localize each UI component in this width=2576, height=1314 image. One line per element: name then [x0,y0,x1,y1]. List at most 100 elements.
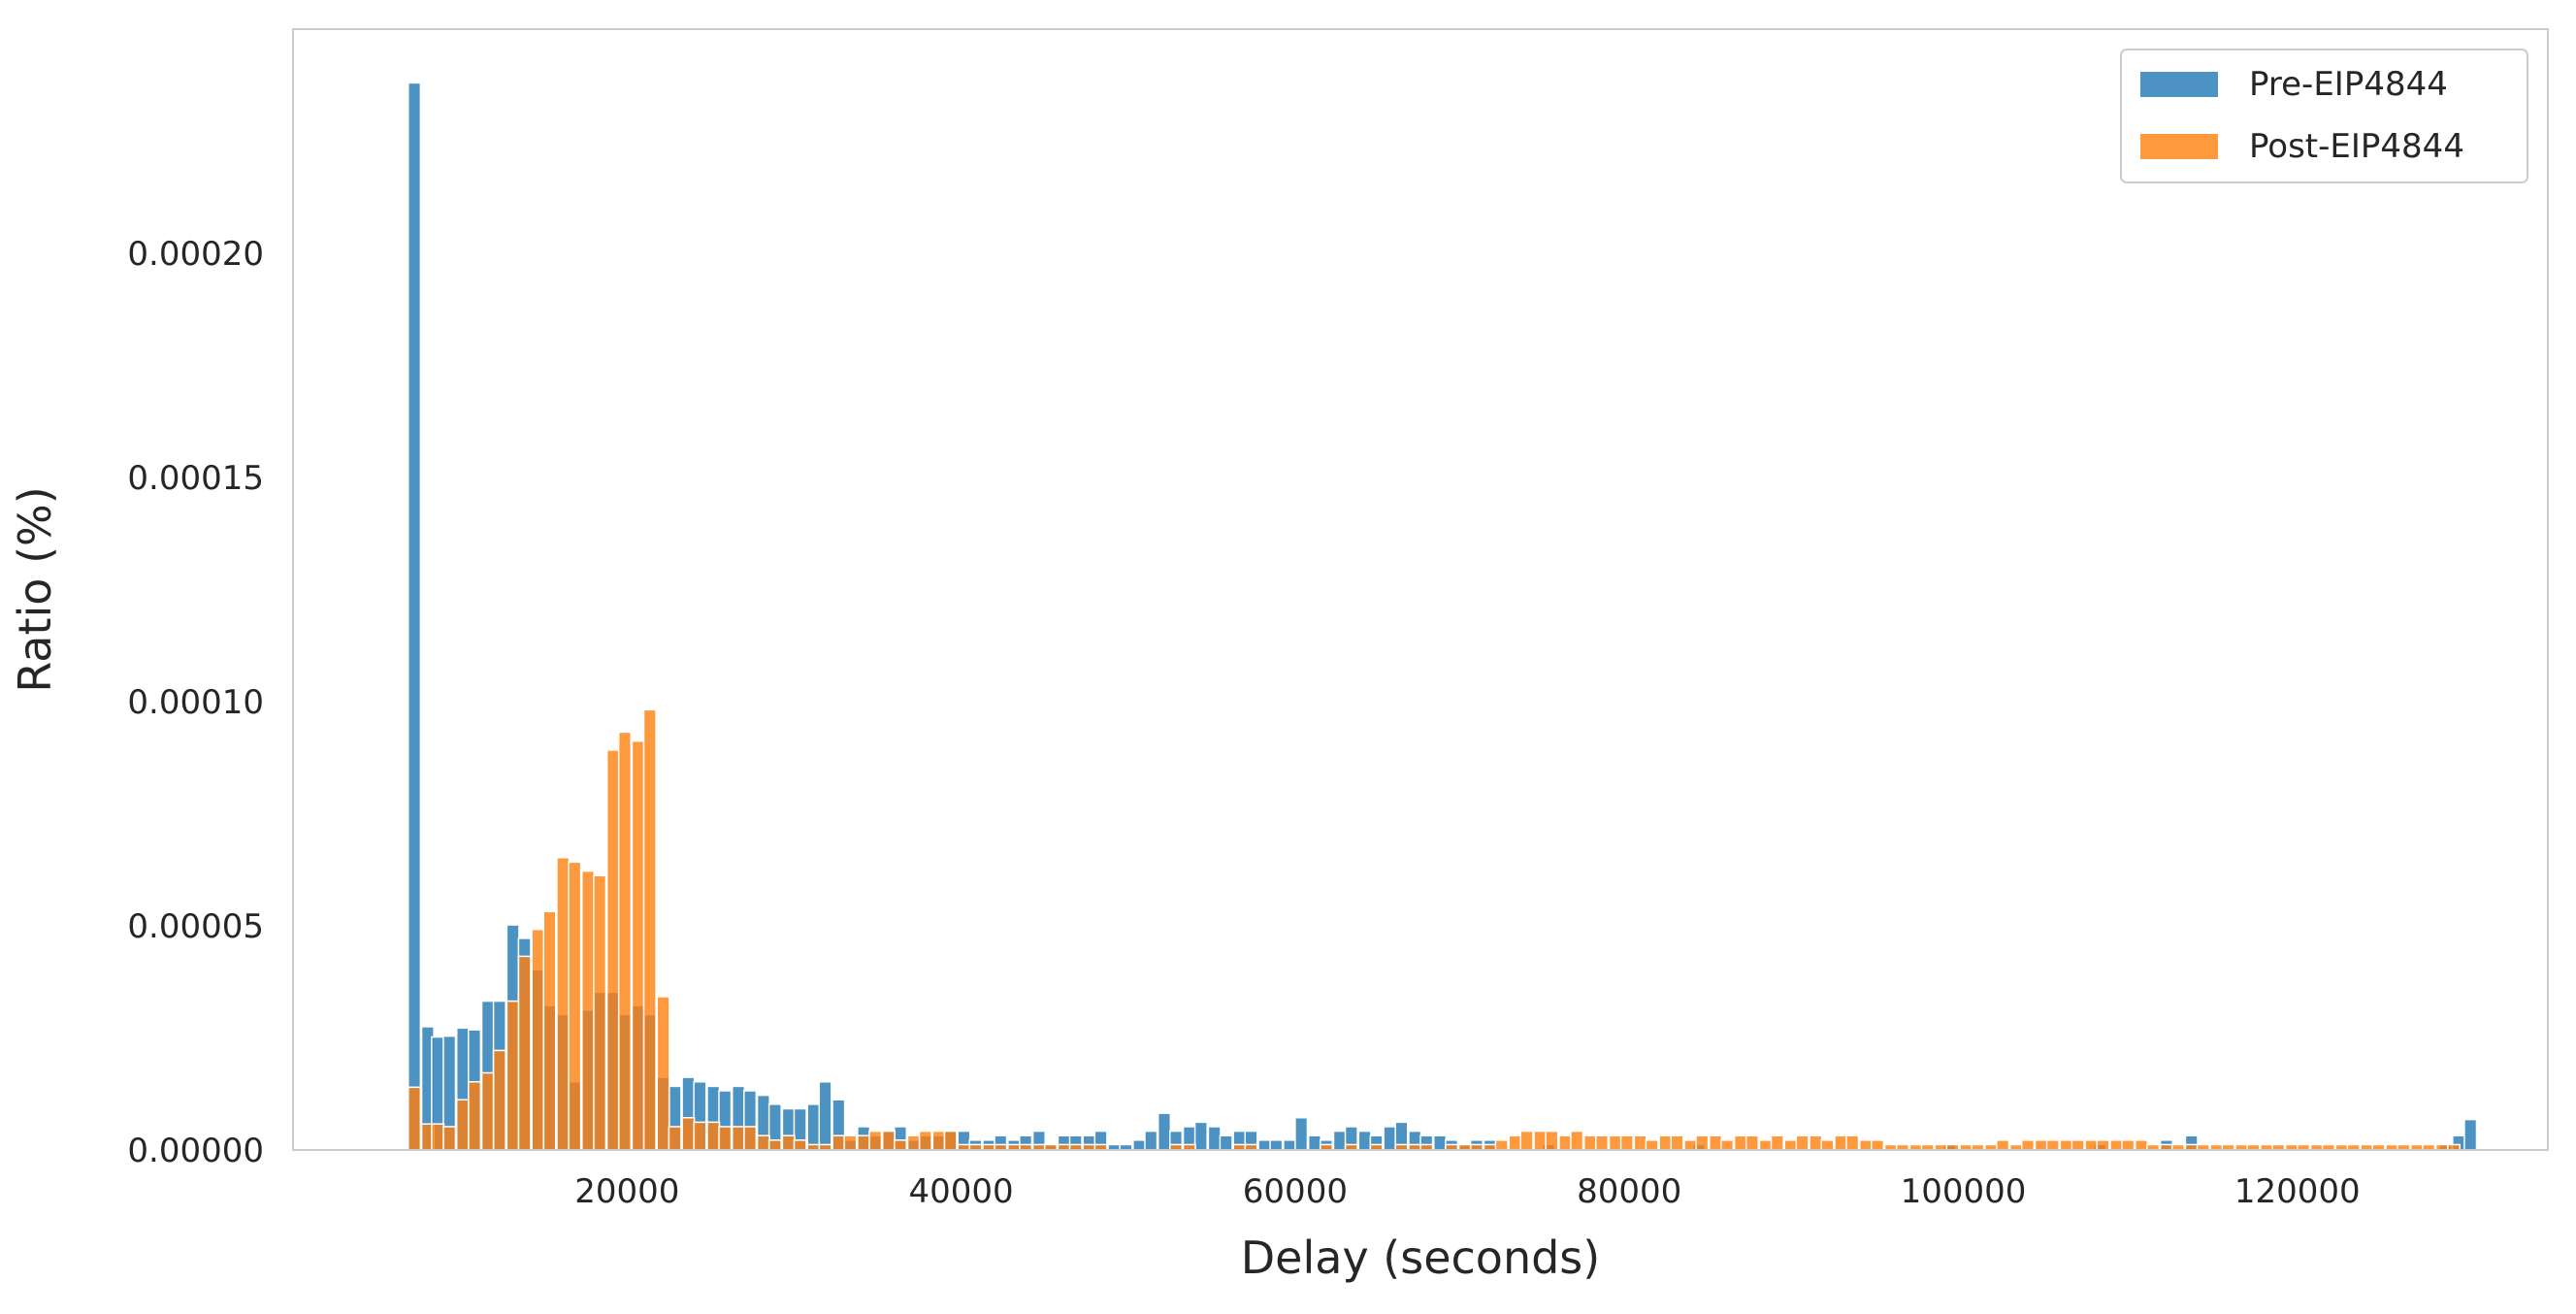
y-axis-ticks: 0.00000 0.00005 0.00010 0.00015 0.00020 [127,235,264,1170]
bar-post-eip4844-83 [1658,1134,1673,1151]
bar-post-eip4844-9 [517,955,532,1151]
bar-pre-eip4844-69 [1269,1139,1284,1151]
bar-post-eip4844-23 [693,1121,707,1151]
bar-post-eip4844-80 [1619,1134,1634,1151]
x-tick-label: 40000 [909,1172,1014,1211]
bar-post-eip4844-88 [1720,1139,1735,1151]
bar-pre-eip4844-74 [1332,1130,1347,1151]
bar-post-eip4844-25 [718,1126,733,1151]
bar-post-eip4844-6 [480,1071,495,1151]
x-tick-label: 100000 [1901,1172,2027,1211]
plot-frame [292,28,2549,1151]
bar-pre-eip4844-68 [1257,1139,1272,1151]
bar-post-eip4844-78 [1595,1134,1610,1151]
bar-post-eip4844-100 [1871,1139,1885,1151]
y-axis-label: Ratio (%) [9,486,61,692]
bar-post-eip4844-76 [1570,1130,1584,1151]
bar-post-eip4844-34 [831,1134,846,1151]
bar-pre-eip4844-70 [1283,1139,1297,1151]
legend: Pre-EIP4844 Post-EIP4844 [2120,49,2528,183]
bar-post-eip4844-15 [593,874,607,1151]
bar-pre-eip4844-58 [1132,1139,1147,1151]
bar-post-eip4844-77 [1582,1134,1598,1151]
x-tick-label: 120000 [2234,1172,2361,1211]
y-tick-label: 0.00015 [127,459,264,498]
bar-post-eip4844-20 [656,996,670,1151]
bar-pre-eip4844-64 [1207,1126,1222,1151]
bar-post-eip4844-18 [631,739,645,1151]
bar-post-eip4844-117 [2084,1139,2099,1151]
bars-layer [408,82,2478,1151]
bar-post-eip4844-96 [1820,1139,1835,1151]
bar-pre-eip4844-72 [1307,1134,1321,1151]
bar-pre-eip4844-33 [818,1081,832,1151]
bar-post-eip4844-115 [2059,1139,2073,1151]
bar-pre-eip4844-71 [1294,1116,1309,1151]
bar-post-eip4844-8 [505,1000,520,1151]
y-tick-label: 0.00005 [127,907,264,946]
y-tick-label: 0.00010 [127,683,264,722]
bar-post-eip4844-24 [706,1121,721,1151]
bar-post-eip4844-114 [2045,1139,2060,1151]
bar-post-eip4844-31 [793,1139,807,1151]
bar-pre-eip4844-82 [1433,1134,1448,1151]
bar-post-eip4844-7 [492,1049,506,1151]
bar-post-eip4844-43 [943,1130,958,1151]
bar-post-eip4844-29 [767,1139,782,1151]
bar-post-eip4844-39 [893,1139,908,1151]
bar-post-eip4844-26 [731,1126,746,1151]
bar-post-eip4844-112 [2020,1139,2036,1151]
x-tick-label: 60000 [1243,1172,1348,1211]
bar-pre-eip4844-63 [1193,1121,1208,1151]
bar-post-eip4844-94 [1795,1134,1810,1151]
bar-post-eip4844-97 [1834,1134,1848,1151]
x-tick-label: 80000 [1577,1172,1681,1211]
bar-post-eip4844-22 [681,1116,696,1151]
y-tick-label: 0.00000 [127,1132,264,1170]
bar-post-eip4844-16 [605,749,620,1151]
bar-post-eip4844-90 [1745,1134,1760,1151]
bar-post-eip4844-89 [1733,1134,1747,1151]
bar-post-eip4844-37 [868,1130,883,1151]
bar-post-eip4844-27 [743,1126,758,1151]
bar-post-eip4844-110 [1996,1139,2010,1151]
bar-post-eip4844-42 [931,1130,946,1151]
bar-post-eip4844-72 [1519,1130,1534,1151]
bar-post-eip4844-95 [1809,1134,1823,1151]
bar-pre-eip4844-59 [1144,1130,1158,1151]
bar-post-eip4844-119 [2109,1139,2124,1151]
legend-swatch-pre-eip4844 [2140,72,2218,97]
bar-post-eip4844-21 [668,1126,682,1151]
legend-swatch-post-eip4844 [2140,134,2218,159]
bar-post-eip4844-3 [442,1126,457,1151]
legend-label-post-eip4844: Post-EIP4844 [2249,127,2464,166]
bar-post-eip4844-116 [2071,1139,2085,1151]
bar-post-eip4844-120 [2121,1139,2136,1151]
bar-post-eip4844-73 [1533,1130,1548,1151]
legend-box [2120,49,2528,183]
bar-post-eip4844-98 [1845,1134,1860,1151]
bar-pre-eip4844-0 [408,82,422,1151]
bar-post-eip4844-17 [617,731,633,1151]
bar-post-eip4844-84 [1670,1134,1684,1151]
bar-post-eip4844-87 [1709,1134,1723,1151]
x-tick-label: 20000 [574,1172,679,1211]
bar-post-eip4844-11 [542,910,557,1151]
bar-post-eip4844-12 [556,857,571,1151]
bar-post-eip4844-113 [2034,1139,2048,1151]
bar-post-eip4844-13 [568,861,582,1151]
bar-post-eip4844-99 [1858,1139,1874,1151]
bar-post-eip4844-30 [781,1134,796,1151]
bar-post-eip4844-74 [1545,1130,1559,1151]
bar-post-eip4844-2 [431,1123,445,1151]
bar-post-eip4844-4 [455,1099,471,1151]
bar-post-eip4844-70 [1494,1139,1509,1151]
bar-pre-eip4844-95 [2463,1118,2478,1151]
bar-pre-eip4844-60 [1157,1112,1172,1151]
bar-post-eip4844-79 [1608,1134,1622,1151]
bar-post-eip4844-14 [581,870,596,1151]
bar-post-eip4844-40 [906,1134,921,1151]
bar-post-eip4844-19 [642,708,657,1151]
